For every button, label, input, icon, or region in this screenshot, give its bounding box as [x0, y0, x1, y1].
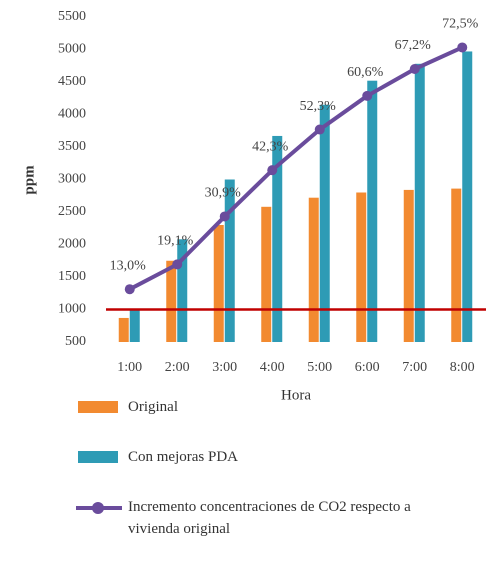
bar [224, 179, 235, 342]
data-label: 67,2% [395, 38, 432, 53]
bar [367, 80, 378, 342]
y-tick-label: 2000 [58, 237, 86, 252]
x-tick-label: 4:00 [260, 360, 285, 375]
bar [319, 104, 330, 342]
line-series [128, 45, 464, 291]
bar [177, 239, 188, 342]
bar [462, 51, 473, 342]
x-tick-label: 8:00 [450, 360, 475, 375]
y-tick-label: 3500 [58, 139, 86, 154]
line-marker [409, 64, 420, 74]
chart: ppm Hora 500 1000 1500 2000 2500 3000 3500 4000… [21, 9, 486, 403]
y-axis-label: ppm [21, 165, 37, 195]
data-label: 30,9% [205, 186, 242, 201]
legend-swatch [76, 502, 122, 514]
bar [356, 192, 367, 342]
x-tick-label: 1:00 [117, 360, 142, 375]
x-tick-label: 7:00 [402, 360, 427, 375]
bar [403, 189, 414, 342]
line-marker [362, 90, 373, 101]
x-tick-label: 2:00 [165, 360, 190, 375]
y-tick-label: 3000 [58, 172, 86, 187]
y-tick-label: 4500 [58, 74, 86, 89]
bar [118, 317, 129, 342]
legend-swatch [78, 401, 118, 413]
legend: Original Con mejoras PDA Incremento concen… [76, 396, 476, 568]
x-tick-label: 3:00 [212, 360, 237, 375]
x-axis-label: Hora [281, 387, 311, 403]
data-label: 52,3% [300, 99, 337, 114]
line-marker [457, 42, 468, 53]
y-tick-label: 1000 [58, 302, 86, 317]
chart-area: ppm Hora 500 1000 1500 2000 2500 3000 3500 4000… [21, 9, 486, 537]
legend-marker [92, 502, 104, 514]
legend-item: Con mejoras PDA [76, 446, 476, 468]
data-label: 42,3% [252, 139, 289, 154]
y-tick-label: 5500 [58, 9, 86, 24]
y-tick-label: 1500 [58, 269, 86, 284]
data-label: 19,1% [157, 234, 194, 249]
line-marker [267, 165, 278, 176]
y-tick-label: 2500 [58, 204, 86, 219]
x-tick-label: 6:00 [355, 360, 380, 375]
bar [166, 260, 177, 342]
y-tick-label: 500 [65, 334, 86, 349]
legend-item: Incremento concentraciones de CO2 respec… [76, 496, 476, 540]
bar [272, 135, 283, 342]
data-label: 60,6% [347, 65, 384, 80]
y-tick-label: 4000 [58, 107, 86, 122]
y-tick-label: 5000 [58, 42, 86, 57]
legend-label: Incremento concentraciones de CO2 respec… [128, 499, 411, 537]
line-marker [219, 211, 230, 222]
legend-item: Original [76, 396, 476, 418]
legend-label: Con mejoras PDA [128, 449, 238, 465]
bar [261, 206, 272, 342]
bar [129, 309, 140, 342]
line-marker [314, 124, 325, 135]
legend-swatch [78, 451, 118, 463]
bar [414, 63, 425, 343]
legend-label: Original [128, 399, 178, 415]
data-label: 13,0% [110, 258, 147, 273]
x-tick-label: 5:00 [307, 360, 332, 375]
line-marker [172, 259, 183, 270]
line-marker [124, 284, 135, 295]
data-label: 72,5% [442, 17, 479, 32]
bar [308, 197, 319, 342]
bar [451, 188, 462, 342]
bar [213, 225, 224, 342]
